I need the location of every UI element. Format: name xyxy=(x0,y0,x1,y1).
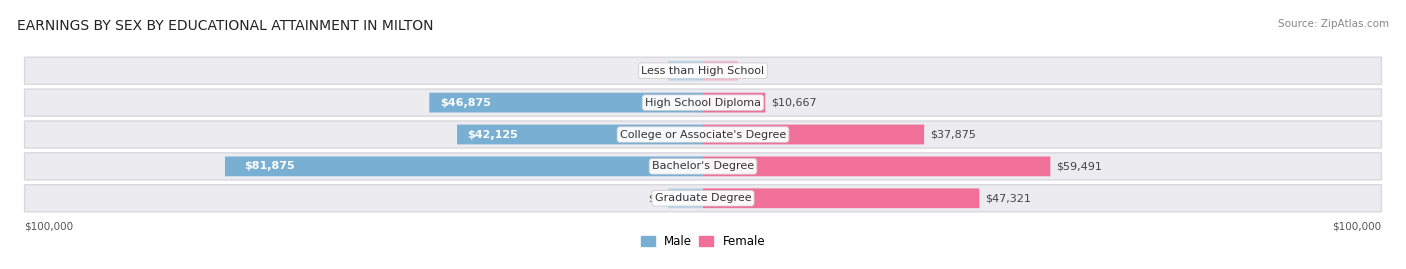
FancyBboxPatch shape xyxy=(703,125,924,144)
FancyBboxPatch shape xyxy=(703,157,1050,176)
Text: $100,000: $100,000 xyxy=(24,221,73,231)
Text: $10,667: $10,667 xyxy=(770,98,817,108)
FancyBboxPatch shape xyxy=(668,188,703,208)
Text: $0: $0 xyxy=(648,193,662,203)
FancyBboxPatch shape xyxy=(457,125,703,144)
Text: EARNINGS BY SEX BY EDUCATIONAL ATTAINMENT IN MILTON: EARNINGS BY SEX BY EDUCATIONAL ATTAINMEN… xyxy=(17,19,433,33)
Legend: Male, Female: Male, Female xyxy=(636,230,770,253)
Text: $59,491: $59,491 xyxy=(1056,161,1102,171)
FancyBboxPatch shape xyxy=(24,57,1382,84)
Text: $37,875: $37,875 xyxy=(929,129,976,140)
Text: $47,321: $47,321 xyxy=(986,193,1031,203)
FancyBboxPatch shape xyxy=(24,153,1382,180)
FancyBboxPatch shape xyxy=(24,89,1382,116)
Text: $42,125: $42,125 xyxy=(467,129,517,140)
FancyBboxPatch shape xyxy=(24,185,1382,212)
Text: Graduate Degree: Graduate Degree xyxy=(655,193,751,203)
FancyBboxPatch shape xyxy=(24,121,1382,148)
FancyBboxPatch shape xyxy=(668,61,703,81)
Text: $46,875: $46,875 xyxy=(440,98,491,108)
Text: $0: $0 xyxy=(648,66,662,76)
Text: Bachelor's Degree: Bachelor's Degree xyxy=(652,161,754,171)
FancyBboxPatch shape xyxy=(703,61,738,81)
FancyBboxPatch shape xyxy=(225,157,703,176)
Text: College or Associate's Degree: College or Associate's Degree xyxy=(620,129,786,140)
Text: Source: ZipAtlas.com: Source: ZipAtlas.com xyxy=(1278,19,1389,29)
FancyBboxPatch shape xyxy=(703,188,980,208)
FancyBboxPatch shape xyxy=(429,93,703,112)
FancyBboxPatch shape xyxy=(703,93,765,112)
Text: $81,875: $81,875 xyxy=(245,161,295,171)
Text: Less than High School: Less than High School xyxy=(641,66,765,76)
Text: $100,000: $100,000 xyxy=(1333,221,1382,231)
Text: High School Diploma: High School Diploma xyxy=(645,98,761,108)
Text: $0: $0 xyxy=(744,66,758,76)
